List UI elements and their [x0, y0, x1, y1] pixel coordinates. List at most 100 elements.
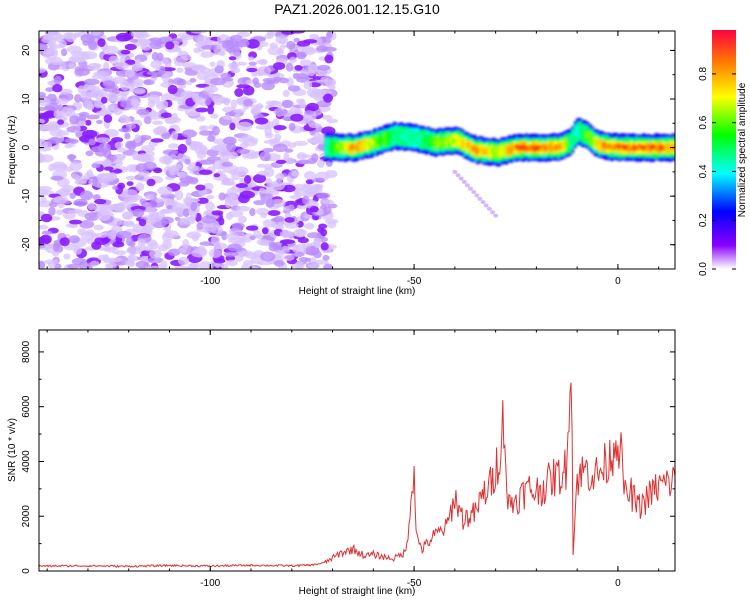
noise-blob [130, 97, 140, 107]
noise-blob [39, 106, 48, 112]
ghost-trail-dot [493, 213, 499, 218]
noise-blob [125, 59, 136, 65]
noise-blob [316, 45, 328, 52]
colorbar-tick-label: 0.4 [698, 164, 709, 178]
noise-blob [103, 114, 113, 123]
noise-blob [283, 254, 295, 261]
noise-blob [56, 98, 69, 105]
noise-blob [293, 37, 300, 43]
noise-blob [291, 170, 299, 177]
noise-blob [228, 152, 239, 160]
noise-blob [133, 87, 146, 94]
noise-blob [143, 116, 152, 125]
noise-blob [132, 208, 145, 218]
noise-blob [100, 96, 108, 104]
noise-blob [78, 111, 90, 117]
noise-blob [176, 78, 187, 86]
noise-blob [230, 67, 241, 74]
noise-blob [313, 131, 321, 140]
noise-blob [244, 175, 252, 184]
ridge-cell [493, 148, 496, 155]
noise-blob [127, 253, 135, 263]
noise-blob [192, 64, 206, 70]
noise-blob [245, 225, 259, 231]
noise-blob [230, 35, 243, 41]
noise-blob [86, 169, 94, 177]
noise-blob [136, 109, 150, 116]
noise-blob [172, 96, 182, 102]
noise-blob [212, 160, 226, 170]
ridge-cell [652, 143, 655, 150]
ridge-cell [632, 144, 636, 151]
snr-xtick-label: 0 [615, 578, 621, 589]
ridge-cell [368, 141, 372, 147]
noise-blob [285, 62, 294, 72]
ridge-cell [662, 145, 665, 151]
noise-blob [52, 242, 60, 252]
noise-blob [326, 31, 333, 39]
noise-blob [95, 137, 111, 144]
ridge-cell [559, 143, 562, 150]
ridge-cell [326, 144, 330, 151]
noise-blob [68, 154, 75, 162]
noise-blob [230, 44, 240, 53]
noise-blob [250, 106, 260, 116]
noise-blob [68, 62, 76, 70]
noise-blob [177, 256, 190, 266]
ridge-cell [561, 142, 565, 149]
noise-blob [125, 175, 136, 181]
noise-blob [253, 230, 262, 239]
ridge-cell [444, 139, 447, 146]
noise-blob [91, 73, 107, 80]
noise-blob [302, 195, 310, 205]
ridge-cell [392, 133, 396, 140]
noise-blob [266, 121, 274, 129]
ridge-cell [617, 143, 621, 150]
noise-blob [53, 110, 60, 118]
noise-blob [74, 68, 90, 76]
noise-blob [207, 87, 214, 98]
noise-blob [227, 243, 242, 252]
noise-blob [275, 159, 287, 164]
noise-blob [176, 171, 188, 178]
ridge-cell [576, 129, 580, 135]
ridge-cell [405, 134, 408, 140]
ridge-cell [370, 139, 374, 146]
ridge-cell [356, 144, 359, 151]
noise-blob [39, 67, 47, 73]
noise-blob [45, 87, 55, 92]
noise-blob [207, 135, 216, 142]
ridge-cell [495, 150, 499, 156]
ridge-cell [432, 138, 435, 145]
spectrogram-ytick-label: 0 [21, 144, 32, 150]
noise-blob [225, 212, 233, 221]
noise-blob [91, 163, 101, 169]
noise-blob [151, 120, 164, 125]
ridge-cell [446, 138, 450, 145]
noise-blob [59, 237, 70, 247]
ridge-cell [512, 144, 516, 151]
noise-blob [299, 59, 312, 66]
ridge-cell [463, 141, 467, 148]
noise-blob [236, 84, 251, 89]
noise-blob [257, 67, 264, 76]
spectrogram-frame [38, 30, 676, 270]
ridge-cell [419, 137, 423, 143]
noise-blob [226, 187, 238, 198]
noise-blob [103, 166, 114, 171]
ridge-cell [334, 144, 337, 151]
noise-blob [143, 161, 157, 171]
noise-blob [256, 238, 269, 246]
ridge-cell [451, 137, 455, 144]
ridge-cell [610, 144, 614, 151]
noise-blob [263, 163, 273, 170]
ghost-trail-dot [452, 169, 458, 174]
noise-blob [281, 31, 297, 35]
noise-blob [306, 69, 315, 77]
noise-blob [129, 38, 139, 43]
noise-blob [320, 242, 329, 251]
noise-blob [98, 142, 111, 153]
noise-blob [296, 73, 309, 80]
